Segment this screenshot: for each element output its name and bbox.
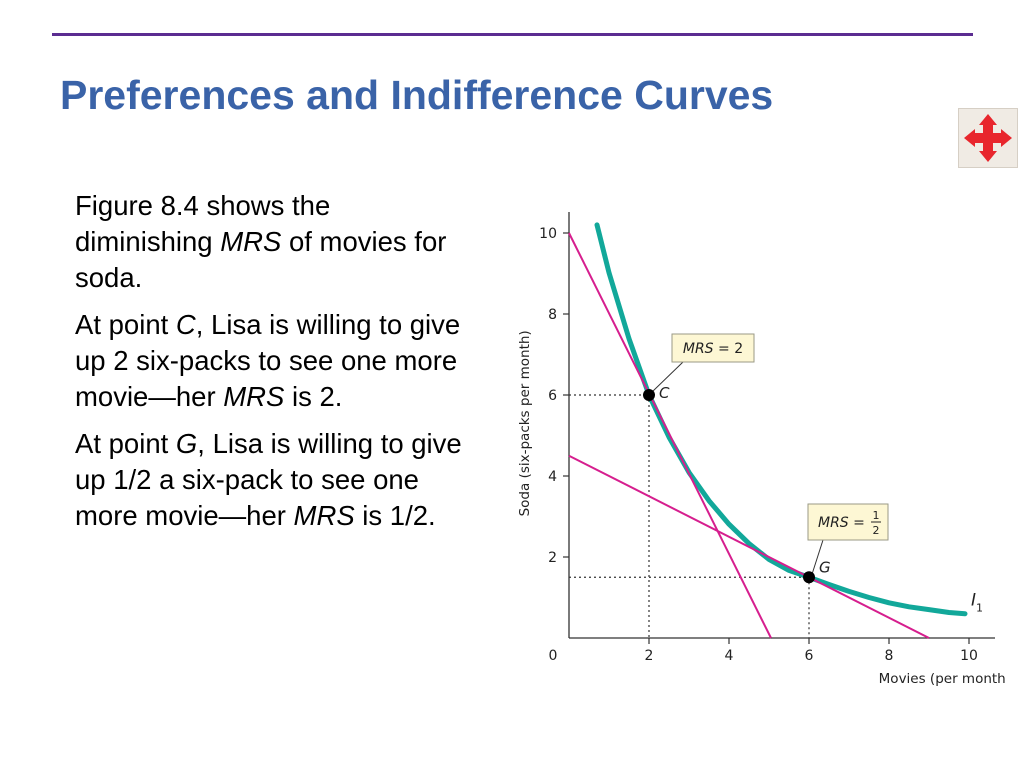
curve-label: I1 (971, 591, 983, 615)
point-C (643, 389, 655, 401)
paragraph-mrs-intro: Figure 8.4 shows the diminishing MRS of … (75, 190, 447, 293)
annotation-leader-G (811, 539, 824, 575)
indifference-curve-chart: 0 2 4 6 8 10 2 4 6 8 10 Movies (per month) Soda (six… (517, 212, 1005, 687)
move-arrows-icon (964, 114, 1012, 162)
y-tick-label: 10 (539, 226, 557, 242)
annotation-text-G: MRS = (818, 515, 865, 531)
y-tick-label: 6 (548, 388, 557, 404)
navigation-button[interactable] (958, 108, 1018, 168)
tangent-line-0 (568, 232, 772, 639)
y-tick-label: 4 (548, 469, 557, 485)
y-axis-label: Soda (six-packs per month) (517, 330, 533, 516)
y-tick-label: 2 (548, 550, 557, 566)
annotation-fraction-num-G: 1 (873, 509, 880, 522)
annotation-fraction-den-G: 2 (873, 524, 880, 537)
annotation-leader-C (651, 361, 684, 393)
paragraph-point-g: At point G, Lisa is willing to give up 1… (75, 428, 462, 531)
top-rule (52, 33, 973, 36)
indifference-curve-0 (594, 222, 968, 617)
point-label-C: C (659, 384, 670, 402)
body-text: Figure 8.4 shows the diminishing MRS of … (75, 188, 475, 545)
y-tick-label: 8 (548, 307, 557, 323)
x-tick-label: 10 (960, 648, 978, 664)
point-label-G: G (819, 558, 831, 576)
point-G (803, 571, 815, 584)
x-tick-label: 2 (645, 648, 654, 664)
annotation-text-C: MRS = 2 (683, 341, 743, 357)
annotation-box-C (671, 333, 755, 363)
x-tick-label: 0 (549, 648, 558, 664)
x-tick-label: 8 (885, 648, 894, 664)
slide-title: Preferences and Indifference Curves (60, 72, 774, 118)
x-tick-label: 4 (725, 648, 734, 664)
x-axis-label: Movies (per month) (879, 671, 1005, 687)
tangent-line-1 (568, 454, 930, 639)
paragraph-point-c: At point C, Lisa is willing to give up 2… (75, 309, 461, 412)
x-tick-label: 6 (805, 648, 814, 664)
